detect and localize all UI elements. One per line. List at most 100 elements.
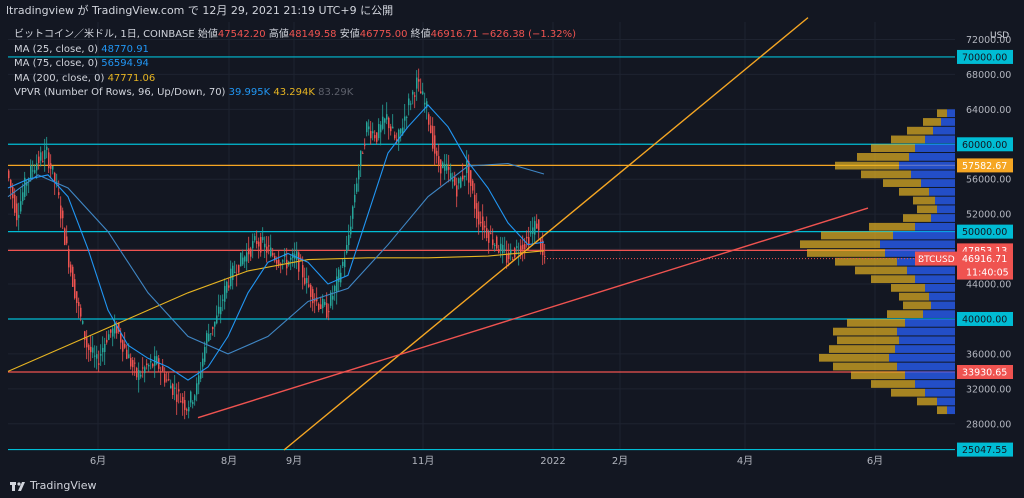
vp-down-bar [871, 380, 915, 388]
candle-body [348, 235, 350, 246]
candle-body [152, 364, 154, 367]
candle-body [536, 223, 538, 229]
symbol-label: BTCUSD [918, 255, 955, 265]
candle-body [206, 333, 208, 344]
candle-body [30, 165, 32, 179]
y-tick-label: 68000.00 [966, 70, 1011, 81]
candle-body [166, 379, 168, 381]
candle-body [32, 170, 34, 172]
candle-body [332, 296, 334, 300]
vp-up-bar [933, 126, 955, 135]
candle-body [268, 245, 270, 247]
candle-body [358, 170, 360, 180]
level-price-label: 25047.55 [962, 445, 1007, 456]
candle-body [530, 232, 532, 234]
candle-body [46, 146, 48, 150]
vp-down-bar [869, 222, 915, 231]
x-tick-label: 8月 [221, 455, 237, 467]
candle-body [214, 321, 216, 327]
horizontal-levels [8, 56, 955, 451]
candle-body [260, 237, 262, 253]
candle-body [310, 284, 312, 297]
legend-ma200-row[interactable]: MA (200, close, 0) 47771.06 [14, 72, 576, 87]
candle-body [178, 389, 180, 392]
candle-body [418, 79, 420, 82]
vp-down-bar [907, 126, 933, 135]
candle-body [8, 170, 10, 179]
candle-body [460, 177, 462, 188]
candle-body [218, 306, 220, 314]
legend-ma75-row[interactable]: MA (75, close, 0) 56594.94 [14, 57, 576, 72]
candle-body [540, 238, 542, 252]
candle-body [200, 372, 202, 379]
candle-body [326, 303, 328, 318]
candle-body [526, 236, 528, 239]
candle-body [450, 173, 452, 179]
legend-close-value: 46916.71 [430, 29, 479, 40]
candle-body [516, 246, 518, 248]
footer-brand[interactable]: TradingView [30, 479, 97, 492]
candle-body [452, 179, 454, 182]
candle-body [328, 311, 330, 313]
moving-averages [7, 104, 545, 381]
candle-body [62, 210, 64, 219]
candle-body [72, 266, 74, 287]
candle-body [508, 252, 510, 260]
candle-body [368, 126, 370, 130]
publish-text: ltradingview が TradingView.com で 12月 29,… [6, 4, 394, 17]
vp-up-bar [937, 205, 955, 214]
vp-up-bar [921, 179, 955, 187]
candle-body [184, 399, 186, 410]
candle-body [484, 225, 486, 228]
vp-down-bar [821, 231, 893, 240]
candle-body [360, 150, 362, 167]
candle-body [228, 285, 230, 288]
candle-body [234, 271, 236, 273]
candle-body [18, 215, 20, 218]
candle-body [404, 116, 406, 121]
candle-body [478, 211, 480, 225]
vp-down-bar [837, 336, 899, 345]
tradingview-logo-icon[interactable] [10, 479, 26, 493]
candle-body [424, 102, 426, 105]
candle-body [406, 116, 408, 118]
candle-body [318, 303, 320, 310]
candle-body [298, 252, 300, 272]
candle-body [462, 175, 464, 180]
x-tick-label: 4月 [737, 455, 753, 467]
candle-body [190, 391, 192, 403]
candle-body [108, 334, 110, 340]
candle-body [22, 192, 24, 202]
candle-body [194, 395, 196, 401]
legend-ma25-row[interactable]: MA (25, close, 0) 48770.91 [14, 43, 576, 58]
candle-body [436, 150, 438, 156]
candle-body [528, 237, 530, 246]
candle-body [454, 176, 456, 186]
legend-vpvr-row[interactable]: VPVR (Number Of Rows, 96, Up/Down, 70) 3… [14, 86, 576, 101]
candle-body [378, 124, 380, 139]
vp-down-bar [913, 196, 935, 205]
legend-panel: ビットコイン／米ドル, 1日, COINBASE 始値47542.20 高値48… [14, 28, 576, 101]
candle-body [180, 401, 182, 403]
candle-body [252, 241, 254, 249]
legend-low-label: 安値 [339, 29, 360, 40]
candle-body [52, 166, 54, 170]
candle-body [542, 240, 544, 256]
candle-body [212, 326, 214, 330]
vp-down-bar [887, 310, 923, 318]
countdown-label: 11:40:05 [966, 268, 1009, 279]
candle-body [440, 159, 442, 174]
legend-open-value: 47542.20 [217, 29, 266, 40]
candle-body [374, 135, 376, 139]
candle-body [532, 227, 534, 234]
vp-up-bar [925, 388, 955, 397]
candle-body [468, 160, 470, 183]
vp-down-bar [861, 170, 911, 179]
candle-body [232, 265, 234, 280]
candle-body [156, 356, 158, 365]
candle-body [370, 131, 372, 139]
candle-body [416, 77, 418, 89]
candle-body [202, 358, 204, 367]
candle-body [510, 249, 512, 254]
